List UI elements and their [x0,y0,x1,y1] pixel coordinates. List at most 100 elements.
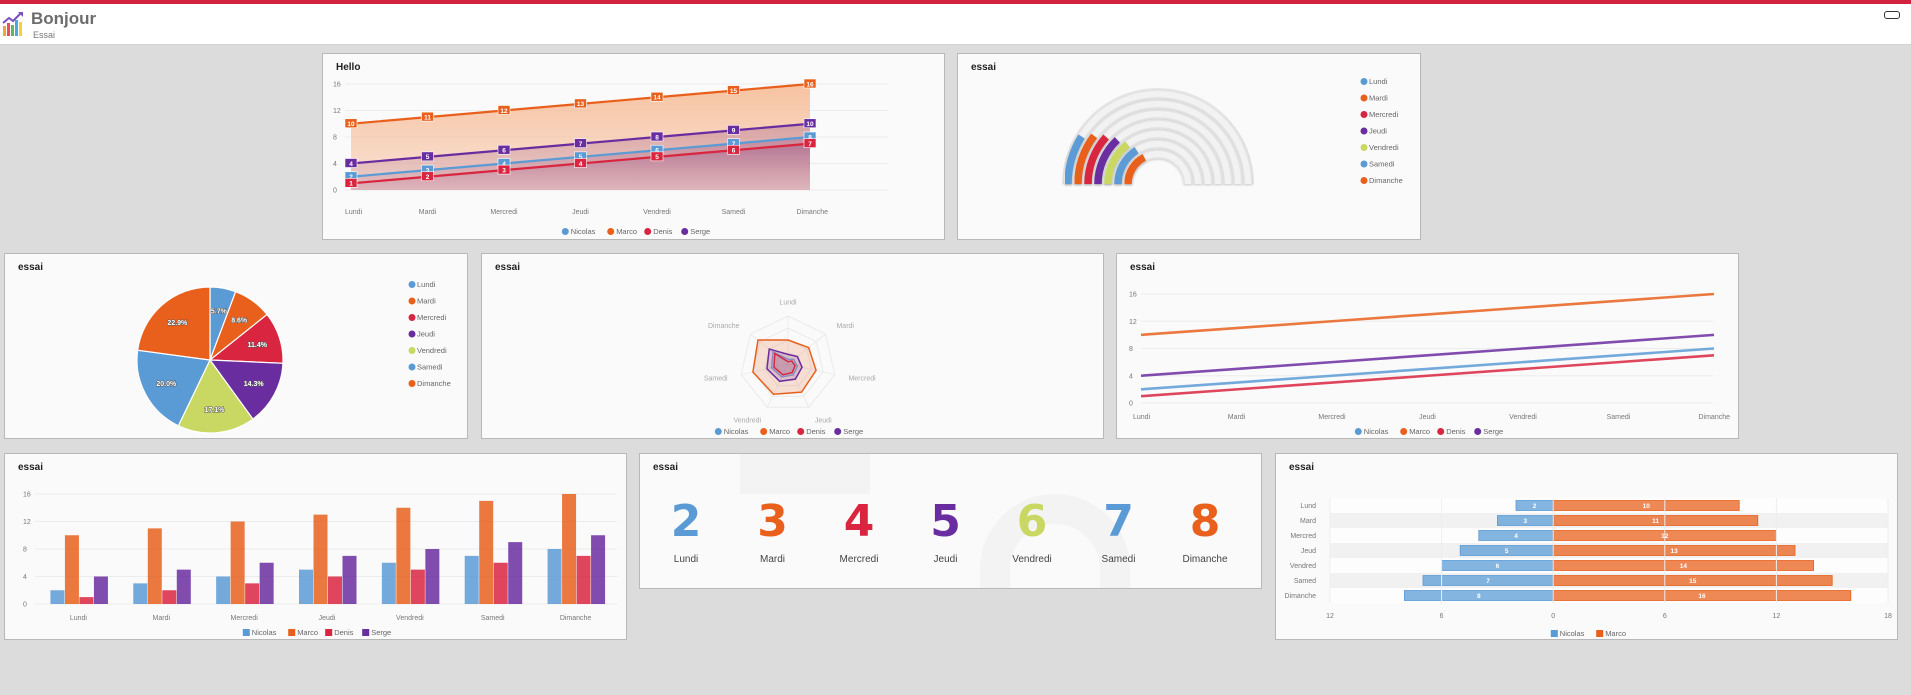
kpi-label: Dimanche [1182,554,1228,565]
data-label-text: 4 [579,161,583,168]
legend-item[interactable]: Vendredi [1360,143,1399,152]
legend-item[interactable]: Denis [797,427,826,436]
legend-label: Nicolas [724,427,749,436]
data-label-text: 7 [732,141,736,148]
kpi-value: 7 [1103,496,1134,547]
data-label-text: 5 [426,154,430,161]
legend-swatch [1437,428,1445,435]
radar-chart: Lundi Mardi Mercredi Jeudi Vendredi Samedi Dim… [704,300,876,437]
legend-item[interactable]: Marco [288,628,318,637]
panel-title: Hello [336,62,361,73]
data-label-text: 2 [349,174,353,181]
legend-item[interactable]: Nicolas [714,427,749,436]
bar-denis [493,562,508,604]
panel-title: essai [495,262,521,273]
legend-item[interactable]: Mercredi [1360,110,1399,119]
legend-item[interactable]: Marco [1400,427,1430,436]
legend-item[interactable]: Vendredi [408,346,447,355]
panel-title: essai [1130,262,1156,273]
bar-nicolas: 5 [1459,545,1554,556]
data-label: 4 [344,158,358,168]
legend-item[interactable]: Mardi [408,297,437,306]
legend-swatch [561,228,569,235]
legend-swatch [1354,428,1362,435]
legend-item[interactable]: Dimanche [1360,176,1403,185]
data-label: 16 [803,78,817,88]
pie-chart: 5.7%8.6% 11.4% 14.3% 17.1% 20.0% 22.9% Lundi Ma… [136,280,451,434]
x-tick-label: Mercredi [231,615,259,622]
legend-item[interactable]: Nicolas [242,628,277,637]
legend-item[interactable]: Nicolas [1550,629,1585,638]
radial-bar-chart: Lundi Mardi Mercredi Jeudi Vendredi Samedi Dim… [1062,77,1403,185]
legend-label: Denis [806,427,825,436]
y-tick-label: 8 [1129,346,1133,353]
panel-numbers: essai 2 Lundi 3 Mardi 4 Mercredi 5 Jeudi 6 Vendre… [639,453,1262,589]
legend-label: Nicolas [1560,629,1585,638]
legend-item[interactable]: Dimanche [408,379,451,388]
legend-item[interactable]: Serge [834,427,863,436]
bar-denis [79,597,94,604]
y-tick-label: 4 [23,574,27,581]
panel-title: essai [971,62,997,73]
x-tick-label: Vendredi [1509,414,1537,421]
legend-item[interactable]: Lundi [1360,77,1388,86]
legend-item[interactable]: Marco [760,427,790,436]
legend-label: Marco [1409,427,1430,436]
data-label-text: 5 [579,154,583,161]
bar-nicolas: 3 [1496,515,1554,526]
legend-item[interactable]: Serge [681,227,710,236]
legend-swatch [797,428,805,435]
legend-item[interactable]: Lundi [408,280,436,289]
legend-label: Lundi [417,280,436,289]
x-tick-label: Samedi [722,209,746,216]
legend-item[interactable]: Denis [1437,427,1466,436]
bar-denis [245,583,260,604]
legend-item[interactable]: Nicolas [1354,427,1389,436]
panel-radial-chart: essai Lundi Mardi Mercredi Jeudi Vendredi Sam… [957,53,1421,240]
y-tick-label: 12 [333,108,341,115]
legend-item[interactable]: Mardi [1360,94,1389,103]
bar-nicolas [464,555,479,604]
radial-bar-jeudi [1094,137,1120,185]
area-chart: 0481216234567812345674567891010111213141… [333,78,888,236]
legend-item[interactable]: Jeudi [408,330,436,339]
panel-area-chart: Hello 0 4 8 12 16 2 3 4 5 6 7 8 1 2 3 4 5 6 7 4 5 6 7 8 9 10 10 11 1… [322,53,945,240]
data-label: 10 [344,118,358,128]
kpi-value: 3 [757,496,788,547]
kpi-label: Vendredi [1012,554,1052,565]
x-tick-label: Vendredi [396,615,424,622]
radar-axis-label: Lundi [779,300,797,307]
y-tick-label: 16 [23,492,31,499]
legend-item[interactable]: Serge [1474,427,1503,436]
legend-item[interactable]: Denis [325,628,354,637]
bar-serge [259,562,274,604]
y-tick-label: Mercred [1290,533,1316,540]
legend-item[interactable]: Denis [644,227,673,236]
legend-label: Serge [843,427,863,436]
data-label-box [421,111,434,122]
legend-item[interactable]: Samedi [1360,160,1395,169]
legend-swatch [1474,428,1482,435]
brand-bar [0,0,1911,4]
menu-toggle-icon[interactable] [1884,11,1900,19]
legend-item[interactable]: Samedi [408,363,443,372]
legend-item[interactable]: Jeudi [1360,127,1388,136]
app-title: Bonjour [31,9,97,28]
bar-marco [147,528,162,604]
data-label-box [344,158,358,168]
radial-bar-samedi [1114,147,1139,185]
legend-item[interactable]: Nicolas [561,227,596,236]
legend-item[interactable]: Mercredi [408,313,447,322]
legend-item[interactable]: Serge [362,628,391,637]
radar-spoke [741,363,789,376]
legend-item[interactable]: Marco [607,227,637,236]
legend-item[interactable]: Marco [1596,629,1626,638]
data-label-text: 11 [424,114,431,121]
data-label-text: 11 [1652,518,1659,525]
bar-nicolas: 4 [1478,530,1554,541]
pie-label: 20.0% [156,381,177,388]
y-tick-label: 8 [23,547,27,554]
data-label-text: 10 [806,121,814,128]
legend-label: Mardi [1369,94,1388,103]
bar-marco [562,494,577,604]
